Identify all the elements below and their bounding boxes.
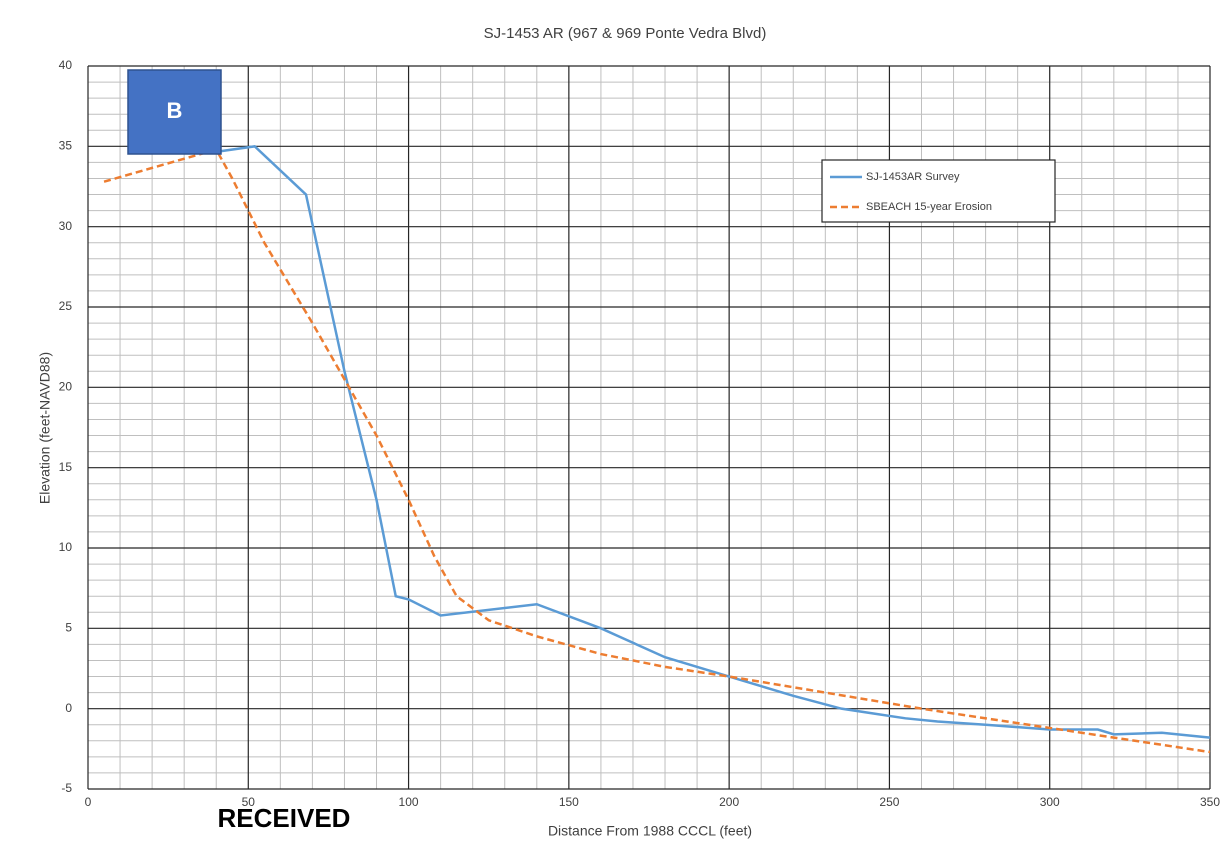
x-tick-label: 200	[719, 795, 739, 809]
x-tick-label: 300	[1040, 795, 1060, 809]
chart-title: SJ-1453 AR (967 & 969 Ponte Vedra Blvd)	[484, 25, 767, 42]
y-tick-label: 25	[59, 299, 73, 313]
x-tick-label: 100	[399, 795, 419, 809]
annotation: RECEIVED	[218, 803, 351, 833]
y-tick-label: 15	[59, 460, 73, 474]
y-tick-label: 0	[65, 701, 72, 715]
series-line	[103, 148, 1211, 754]
x-tick-label: 0	[85, 795, 92, 809]
annotation: B	[167, 98, 183, 123]
y-tick-label: 35	[59, 139, 73, 153]
y-tick-label: -5	[61, 781, 72, 795]
x-tick-label: 50	[242, 795, 256, 809]
legend: SJ-1453AR Survey SBEACH 15-year Erosion	[821, 159, 1056, 223]
x-tick-label: 250	[879, 795, 899, 809]
legend-label: SJ-1453AR Survey	[866, 171, 960, 183]
x-tick-label: 150	[559, 795, 579, 809]
annotation-box	[127, 69, 222, 155]
y-tick-label: 20	[59, 380, 73, 394]
y-tick-label: 30	[59, 219, 73, 233]
x-axis-label: Distance From 1988 CCCL (feet)	[548, 823, 752, 839]
y-axis-label: Elevation (feet-NAVD88)	[37, 352, 53, 504]
y-tick-label: 40	[59, 58, 73, 72]
legend-label: SBEACH 15-year Erosion	[866, 201, 992, 213]
legend-box	[821, 159, 1056, 223]
y-tick-label: 5	[65, 621, 72, 635]
y-tick-label: 10	[59, 540, 73, 554]
series-line	[209, 145, 1211, 739]
x-tick-label: 350	[1200, 795, 1220, 809]
